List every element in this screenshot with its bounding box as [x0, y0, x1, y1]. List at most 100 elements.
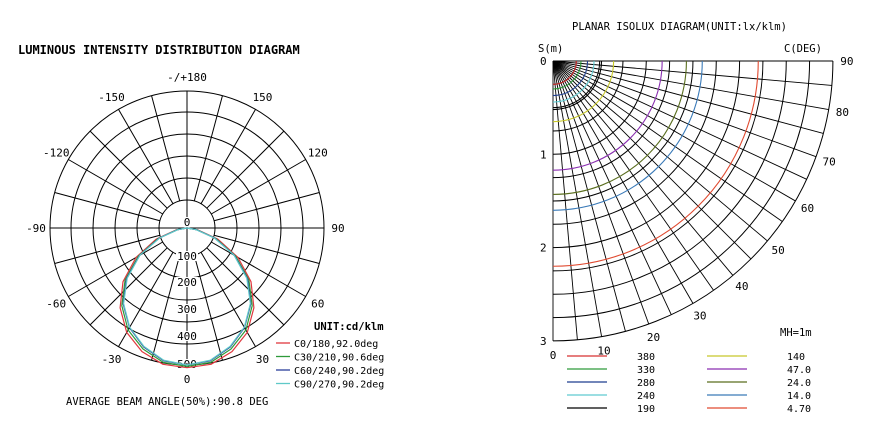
isolux-grid-spoke: [552, 60, 694, 304]
isolux-level-curve: [552, 60, 687, 195]
polar-spoke: [118, 109, 174, 205]
polar-curves: [119, 227, 255, 369]
isolux-tick-labels: 0 1 2 3 90 80 70 60 50 40 30 20 10 0: [540, 55, 854, 362]
polar-radial-label: 200: [177, 276, 197, 289]
polar-spoke: [68, 241, 164, 297]
isolux-grid-spoke: [552, 60, 796, 202]
isolux-arc-axis-label: C(DEG): [784, 43, 822, 55]
polar-angle-labels: -/+180-150 150-120 120-90 90-60 60-30 300: [26, 71, 345, 386]
polar-grid: [49, 90, 325, 366]
isolux-level-curve: [552, 60, 759, 267]
polar-spoke: [118, 251, 174, 347]
polar-spoke: [54, 192, 161, 222]
isolux-angle-tick: 20: [647, 331, 660, 344]
polar-spoke: [151, 95, 181, 202]
isolux-grid-spoke: [552, 60, 626, 332]
isolux-legend-value: 380: [637, 352, 655, 363]
isolux-legend: 380 330 280 240 190 140 47.0 24.0 14.0 4.70: [567, 352, 811, 415]
isolux-angle-tick: 60: [801, 202, 814, 215]
polar-spoke: [200, 109, 256, 205]
polar-spoke: [68, 159, 164, 215]
polar-spoke: [206, 130, 285, 209]
polar-angle-label: 60: [311, 298, 324, 311]
isolux-grid-spoke: [552, 60, 807, 180]
polar-radial-label-bg: [176, 251, 198, 261]
polar-footer: AVERAGE BEAM ANGLE(50%):90.8 DEG: [66, 396, 268, 408]
isolux-legend-value: 14.0: [787, 391, 811, 402]
polar-spoke: [213, 234, 320, 264]
polar-unit-label: UNIT:cd/klm: [314, 321, 384, 333]
isolux-angle-tick: 0: [550, 349, 557, 362]
polar-series-curve: [119, 227, 255, 369]
isolux-level-curve: [552, 60, 663, 171]
isolux-level-curve: [552, 60, 615, 123]
polar-legend: C0/180,92.0deg C30/210,90.6deg C60/240,90.…: [276, 339, 384, 391]
isolux-angle-tick: 80: [836, 106, 849, 119]
isolux-level-curve: [552, 60, 582, 90]
isolux-legend-value: 330: [637, 365, 655, 376]
isolux-legend-value: 4.70: [787, 404, 811, 415]
polar-radial-label: 400: [177, 330, 197, 343]
isolux-grid-spoke: [552, 60, 768, 242]
isolux-grid-spoke: [552, 60, 603, 337]
polar-radial-label-bg: [176, 304, 198, 314]
isolux-angle-tick: 50: [772, 244, 785, 257]
isolux-angle-tick: 40: [735, 280, 748, 293]
polar-angle-label: -60: [46, 298, 66, 311]
isolux-y-tick: 2: [540, 242, 547, 255]
polar-spoke: [193, 254, 223, 361]
polar-spoke: [151, 254, 181, 361]
isolux-grid-spoke: [552, 60, 824, 134]
isolux-grid-spoke: [552, 60, 832, 86]
isolux-angle-tick: 90: [840, 55, 853, 68]
isolux-y-axis-label: S(m): [538, 43, 563, 55]
polar-radial-label-bg: [176, 331, 198, 341]
polar-angle-label: 90: [331, 222, 344, 235]
polar-legend-label: C30/210,90.6deg: [294, 353, 384, 364]
polar-angle-label: 30: [256, 353, 269, 366]
polar-legend-label: C60/240,90.2deg: [294, 366, 384, 377]
polar-spoke: [200, 251, 256, 347]
isolux-level-curve: [552, 60, 589, 97]
polar-title: LUMINOUS INTENSITY DISTRIBUTION DIAGRAM: [18, 43, 300, 57]
polar-spoke: [210, 159, 306, 215]
polar-series-curve: [122, 227, 251, 366]
isolux-legend-value: 280: [637, 378, 655, 389]
isolux-level-curve: [552, 60, 577, 85]
isolux-legend-value: 47.0: [787, 365, 811, 376]
isolux-grid-spoke: [552, 60, 672, 315]
isolux-grid-spoke: [552, 60, 578, 340]
polar-radial-label: 100: [177, 250, 197, 263]
isolux-mh-label: MH=1m: [780, 327, 812, 339]
polar-spoke: [193, 95, 223, 202]
polar-angle-label: 0: [184, 373, 191, 386]
isolux-title: PLANAR ISOLUX DIAGRAM(UNIT:lx/klm): [572, 21, 787, 33]
isolux-legend-value: 240: [637, 391, 655, 402]
isolux-level-curve: [552, 60, 703, 211]
isolux-grid-spoke: [552, 60, 829, 111]
polar-angle-label: -/+180: [167, 71, 207, 84]
polar-angle-label: -30: [102, 353, 122, 366]
isolux-grid-spoke: [552, 60, 734, 276]
isolux-grid-spoke: [552, 60, 783, 222]
polar-radial-label-bg: [176, 277, 198, 287]
polar-spoke: [213, 192, 320, 222]
isolux-grid-spoke: [552, 60, 714, 291]
isolux-level-curve: [552, 60, 595, 103]
isolux-y-tick: 1: [540, 148, 547, 161]
isolux-level-curve: [552, 60, 603, 111]
polar-angle-label: -150: [98, 91, 125, 104]
polar-legend-label: C0/180,92.0deg: [294, 339, 378, 350]
polar-angle-label: 150: [253, 91, 273, 104]
polar-series-curve: [121, 227, 253, 367]
isolux-curves: [552, 60, 759, 267]
polar-angle-label: -120: [43, 147, 70, 160]
isolux-grid-spoke: [552, 60, 817, 158]
isolux-angle-tick: 30: [693, 310, 706, 323]
isolux-angle-tick: 10: [597, 344, 610, 357]
isolux-angle-tick: 70: [823, 156, 836, 169]
polar-spoke: [210, 241, 306, 297]
isolux-grid-spoke: [552, 60, 752, 260]
